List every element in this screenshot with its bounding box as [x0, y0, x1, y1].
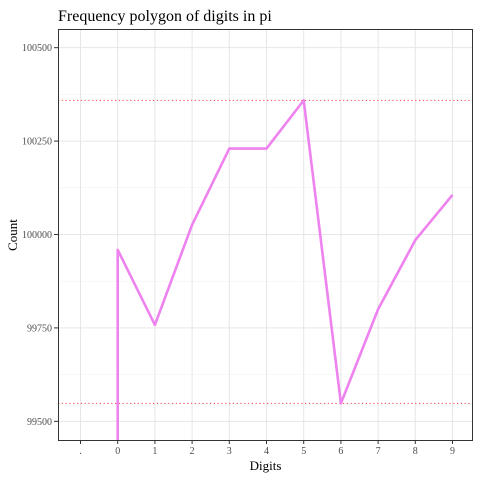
x-tick-label: 1: [152, 446, 157, 457]
y-tick-label: 99750: [27, 323, 52, 334]
y-tick-label: 100000: [22, 230, 52, 241]
frequency-series-line: [118, 100, 453, 440]
axis-ticks: 99500 99750 100000 100250 100500. 0 1 2 3 4 5 6 7 8 9: [22, 43, 455, 457]
x-axis-label: Digits: [250, 458, 282, 473]
y-axis-label: Count: [5, 219, 20, 251]
x-tick-label: 7: [376, 446, 381, 457]
x-tick-label: 4: [264, 446, 269, 457]
plot-lines: [58, 100, 472, 440]
x-tick-label: 3: [227, 446, 232, 457]
y-tick-label: 100250: [22, 137, 52, 148]
x-tick-label: 6: [338, 446, 343, 457]
x-tick-label: 9: [450, 446, 455, 457]
x-tick-label: .: [79, 446, 82, 457]
chart-title: Frequency polygon of digits in pi: [58, 8, 272, 25]
x-tick-label: 8: [413, 446, 418, 457]
x-tick-label: 2: [190, 446, 195, 457]
x-tick-label: 0: [115, 446, 120, 457]
x-tick-label: 5: [301, 446, 306, 457]
y-tick-label: 100500: [22, 43, 52, 54]
plot-grid: [58, 29, 472, 440]
y-tick-label: 99500: [27, 417, 52, 428]
